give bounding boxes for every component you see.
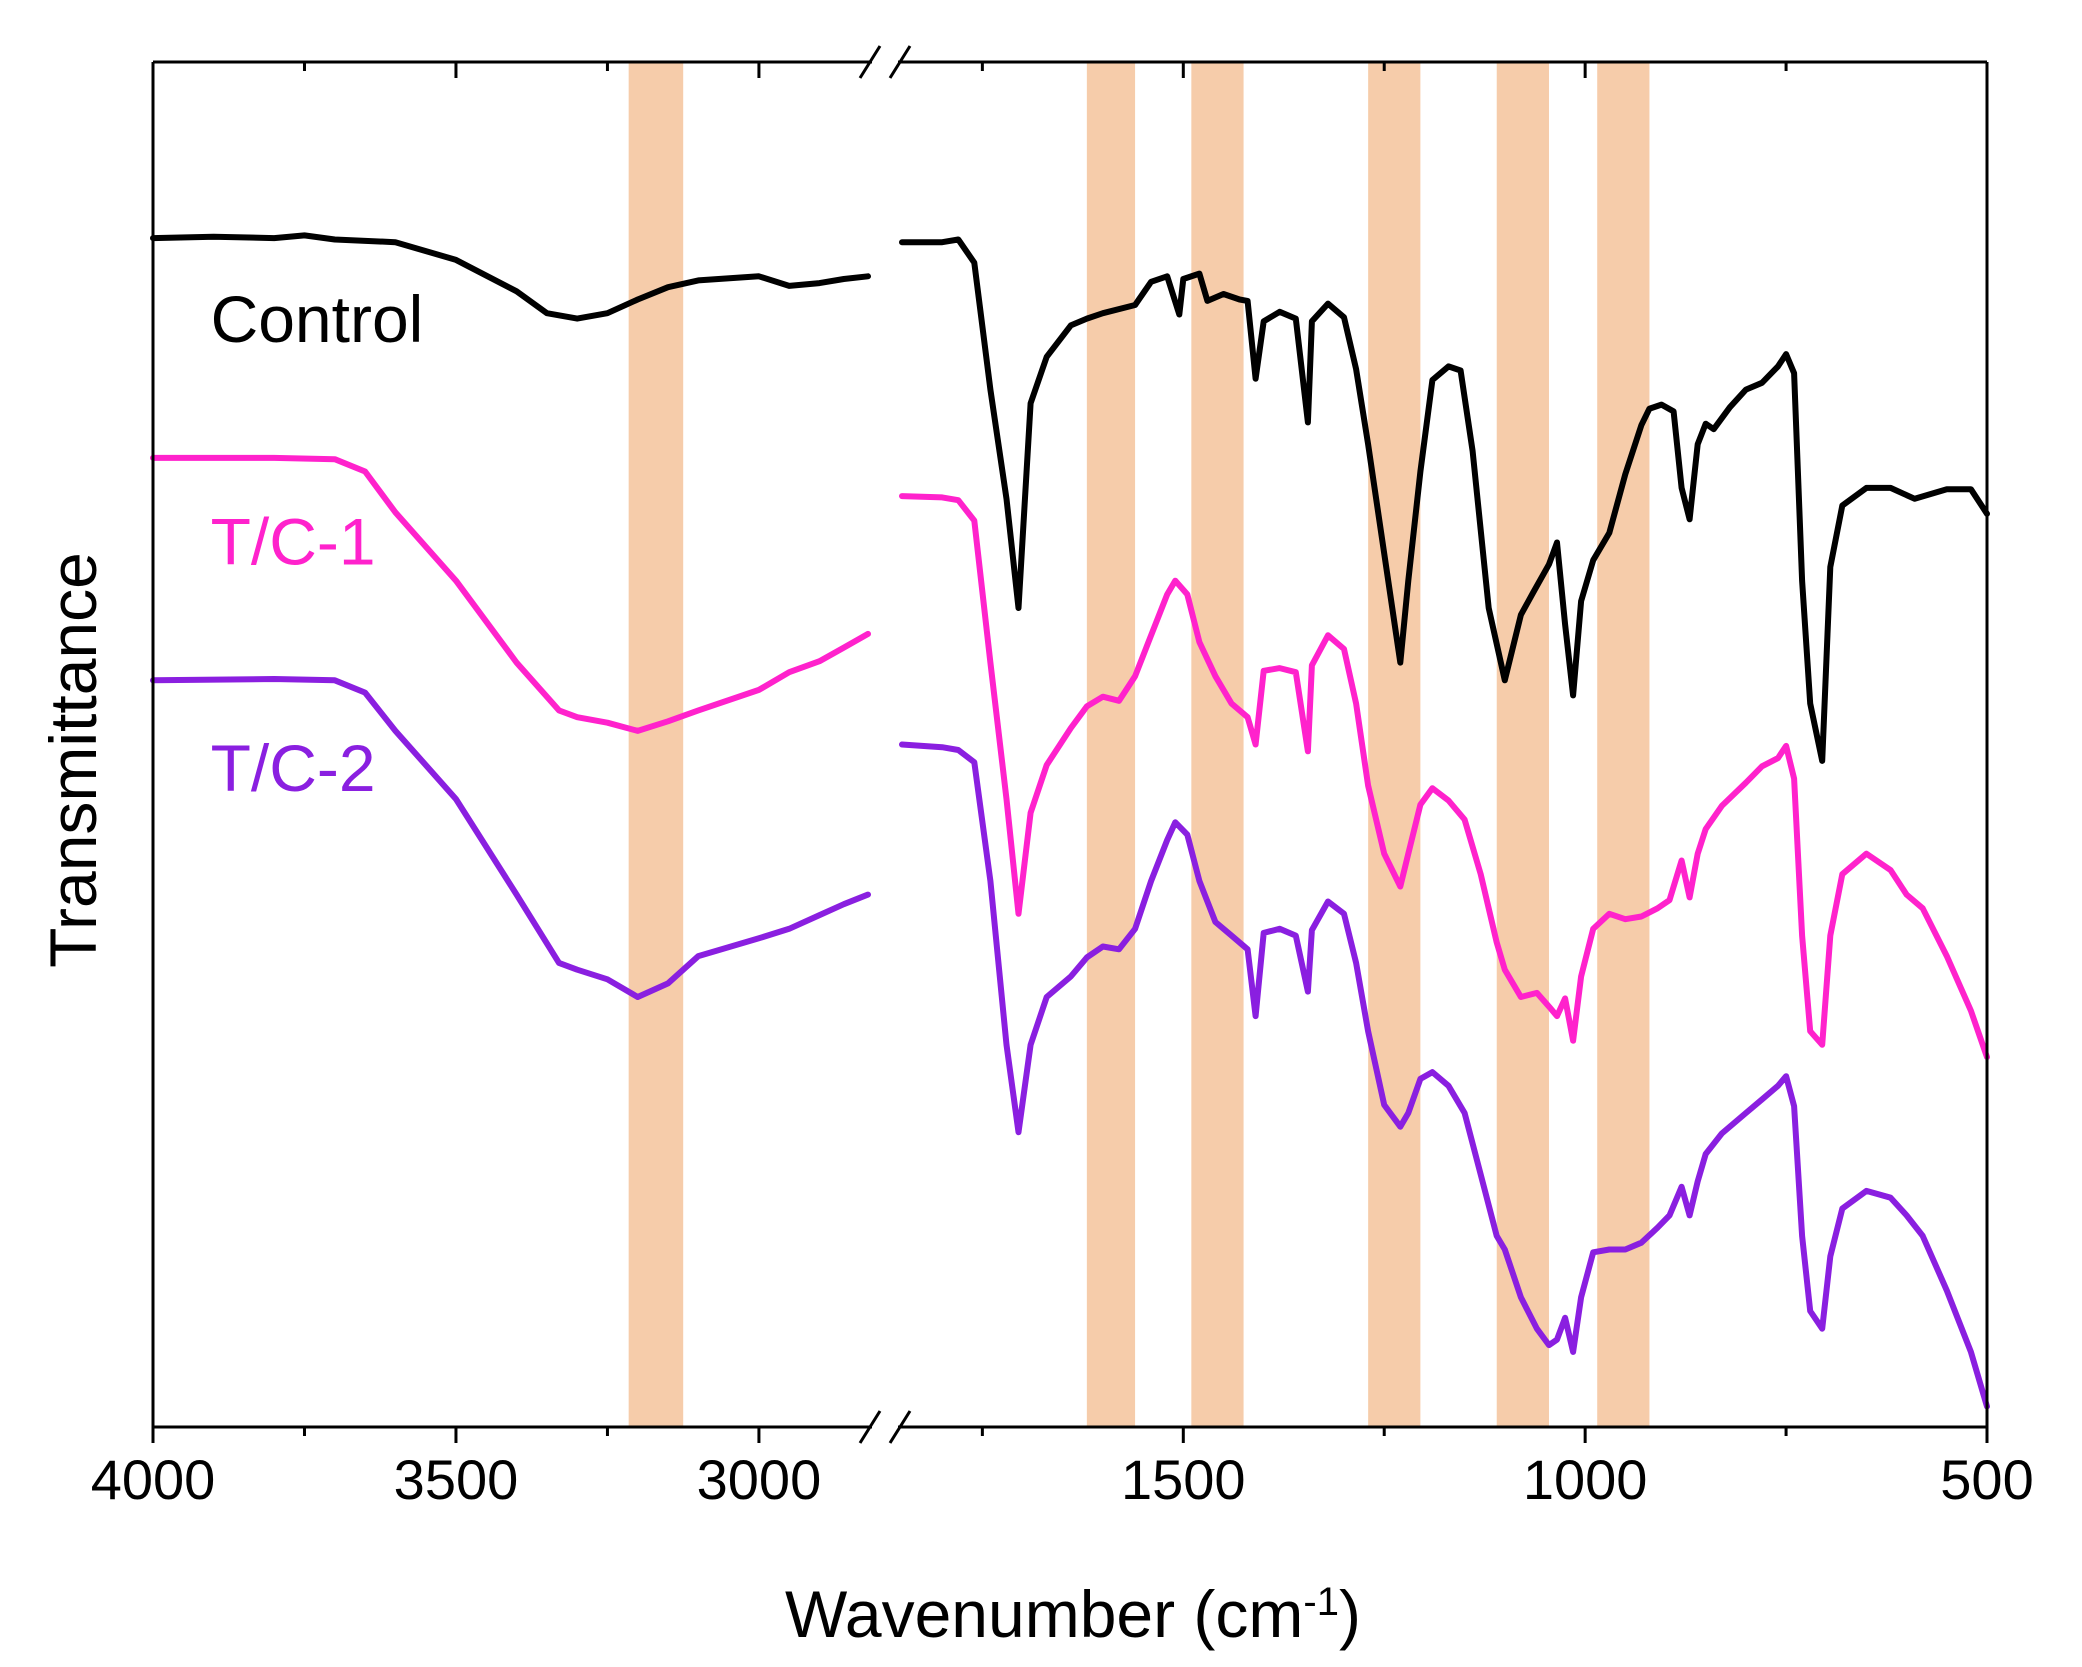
highlight-bands: [628, 62, 1650, 1427]
x-tick-label-3500: 3500: [394, 1448, 519, 1511]
highlight-band-4: [1368, 62, 1421, 1427]
highlight-band-5: [1496, 62, 1549, 1427]
x-tick-label-1000: 1000: [1523, 1448, 1648, 1511]
x-tick-label-500: 500: [1940, 1448, 2033, 1511]
series-lines: [150, 232, 1990, 1410]
x-tick-label-1500: 1500: [1121, 1448, 1246, 1511]
series-line-1: [150, 232, 1990, 764]
series-label-2: T/C-1: [211, 504, 376, 578]
highlight-band-3: [1191, 62, 1244, 1427]
x-axis-title-close: ): [1339, 1577, 1361, 1651]
x-ticks: 4000 3500 3000 1500 1000 500: [91, 62, 2034, 1511]
break-mark-4: [888, 1410, 912, 1444]
x-axis-title-main: Wavenumber (cm: [785, 1577, 1303, 1651]
x-axis-title-sup: -1: [1303, 1580, 1339, 1624]
break-mark-2: [888, 45, 912, 79]
y-axis-title: Transmittance: [36, 552, 110, 968]
highlight-band-2: [1086, 62, 1136, 1427]
x-axis-title: Wavenumber (cm-1): [785, 1577, 1361, 1651]
break-mark-1: [858, 45, 882, 79]
highlight-band-1: [628, 62, 684, 1427]
axis-break: [858, 45, 912, 1444]
axes: [151, 60, 1989, 1429]
series-label-1: Control: [211, 282, 424, 356]
series-labels: Control T/C-1 T/C-2: [211, 282, 424, 805]
x-tick-label-3000: 3000: [697, 1448, 822, 1511]
series-line-2: [150, 454, 1990, 1061]
x-tick-label-4000: 4000: [91, 1448, 216, 1511]
break-mark-3: [858, 1410, 882, 1444]
series-label-3: T/C-2: [211, 731, 376, 805]
highlight-band-6: [1597, 62, 1650, 1427]
series-line-3: [150, 676, 1990, 1410]
